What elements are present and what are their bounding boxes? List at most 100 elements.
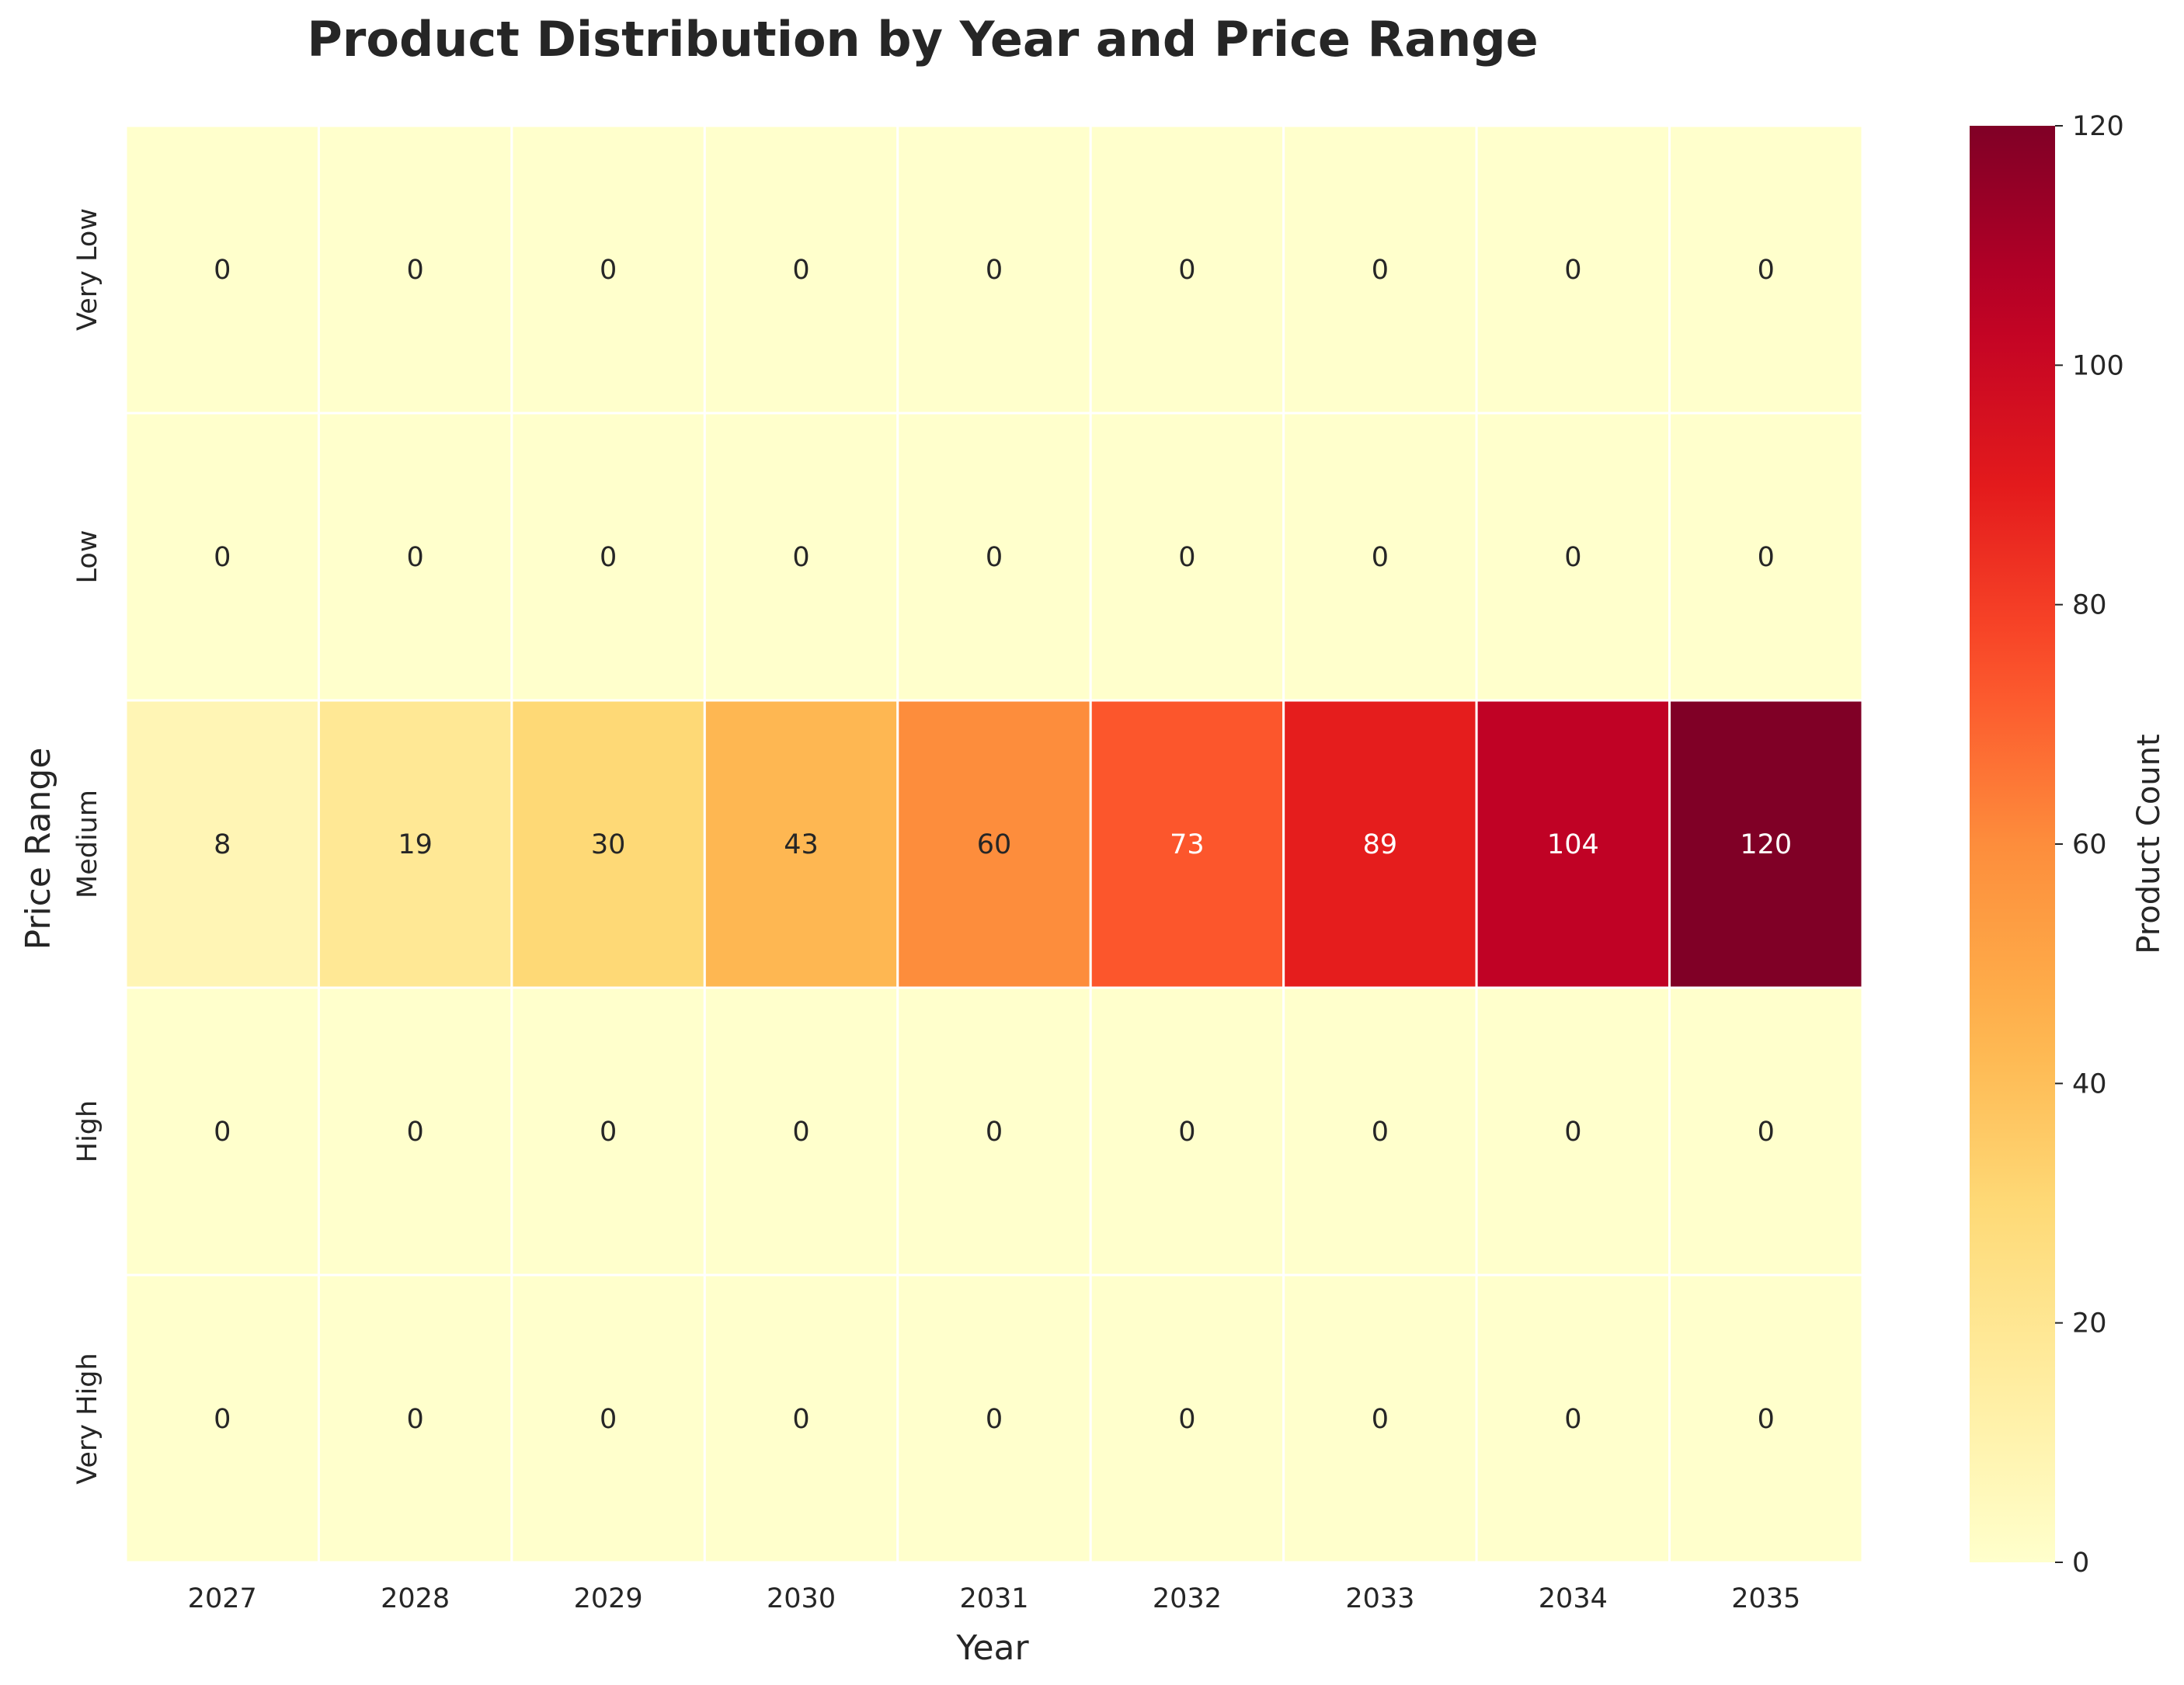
- colorbar-tick-label: 20: [2072, 1308, 2107, 1339]
- heatmap-cell: [317, 699, 513, 989]
- cell-value-label: 0: [1372, 542, 1389, 573]
- cell-value-label: 0: [1758, 1117, 1775, 1148]
- heatmap-cell: [124, 124, 320, 415]
- cell-value-label: 0: [214, 1117, 231, 1148]
- heatmap-cell: [703, 412, 899, 702]
- cell-value-label: 0: [407, 1404, 424, 1435]
- y-tick-label: Very Low: [72, 208, 103, 331]
- cell-value-label: 0: [1564, 1117, 1581, 1148]
- y-tick-label: Medium: [72, 790, 103, 898]
- colorbar-tick-label: 60: [2072, 829, 2107, 860]
- cell-value-label: 0: [407, 1117, 424, 1148]
- cell-value-label: 60: [977, 829, 1012, 860]
- cell-value-label: 0: [986, 255, 1003, 286]
- heatmap-cell: [317, 1273, 513, 1564]
- x-tick-label: 2035: [1731, 1583, 1800, 1614]
- cell-value-label: 0: [1564, 542, 1581, 573]
- cell-value-label: 120: [1740, 829, 1792, 860]
- heatmap-cell: [1282, 699, 1478, 989]
- heatmap-cell: [896, 412, 1092, 702]
- heatmap-cell: [1668, 986, 1864, 1277]
- x-tick-label: 2032: [1153, 1583, 1222, 1614]
- cell-value-label: 0: [1758, 255, 1775, 286]
- cell-value-label: 0: [792, 1117, 809, 1148]
- heatmap-cell: [124, 412, 320, 702]
- x-tick-label: 2031: [959, 1583, 1028, 1614]
- colorbar-tick-label: 120: [2072, 111, 2124, 142]
- heatmap-cell: [510, 1273, 706, 1564]
- cell-value-label: 0: [600, 1117, 617, 1148]
- cell-value-label: 0: [1178, 255, 1195, 286]
- cell-value-label: 0: [600, 255, 617, 286]
- cell-value-label: 0: [407, 542, 424, 573]
- y-axis-ticks: Very Low Low Medium High Very High: [72, 208, 103, 1485]
- colorbar-ticks: 0 20 40 60 80 100 120: [2055, 111, 2124, 1579]
- cell-value-label: 0: [1564, 1404, 1581, 1435]
- cell-value-label: 0: [986, 1117, 1003, 1148]
- y-axis-label: Price Range: [19, 748, 58, 950]
- heatmap-cell: [1668, 1273, 1864, 1564]
- colorbar-label: Product Count: [2131, 734, 2167, 954]
- colorbar-tick-label: 80: [2072, 590, 2107, 621]
- heatmap-cell: [896, 699, 1092, 989]
- heatmap-cell: [124, 1273, 320, 1564]
- x-tick-label: 2027: [188, 1583, 257, 1614]
- cell-value-label: 0: [792, 255, 809, 286]
- heatmap-cell: [896, 1273, 1092, 1564]
- heatmap-cell: [896, 124, 1092, 415]
- cell-value-label: 0: [214, 255, 231, 286]
- cell-value-label: 0: [792, 542, 809, 573]
- cell-value-label: 0: [1372, 1404, 1389, 1435]
- colorbar-tick-label: 100: [2072, 350, 2124, 381]
- heatmap-cell: [1089, 1273, 1285, 1564]
- x-axis-ticks: 2027 2028 2029 2030 2031 2032 2033 2034 2035: [188, 1583, 1801, 1614]
- cell-value-label: 8: [214, 829, 231, 860]
- y-tick-label: Low: [72, 530, 103, 584]
- x-tick-label: 2029: [574, 1583, 643, 1614]
- cell-value-label: 0: [214, 542, 231, 573]
- heatmap-cell: [1282, 1273, 1478, 1564]
- cell-value-label: 89: [1363, 829, 1398, 860]
- heatmap-cell: [317, 986, 513, 1277]
- heatmap-cell: [510, 699, 706, 989]
- heatmap-cell: [703, 699, 899, 989]
- y-tick-label: Very High: [72, 1353, 103, 1484]
- heatmap-cell: [510, 124, 706, 415]
- heatmap-cell: [1282, 412, 1478, 702]
- y-tick-label: High: [72, 1100, 103, 1162]
- heatmap-cell: [703, 124, 899, 415]
- cell-value-label: 0: [1758, 1404, 1775, 1435]
- cell-value-label: 0: [1178, 542, 1195, 573]
- cell-value-label: 0: [986, 1404, 1003, 1435]
- colorbar: [1970, 126, 2055, 1562]
- x-tick-label: 2034: [1539, 1583, 1608, 1614]
- x-tick-label: 2028: [381, 1583, 450, 1614]
- heatmap-cell: [703, 1273, 899, 1564]
- cell-value-label: 0: [1564, 255, 1581, 286]
- heatmap-cell: [1668, 699, 1864, 989]
- heatmap-cell: [1089, 124, 1285, 415]
- heatmap-cell: [1475, 124, 1671, 415]
- cell-value-label: 0: [1372, 255, 1389, 286]
- heatmap-cell: [124, 699, 320, 989]
- heatmap-cell: [317, 124, 513, 415]
- cell-value-label: 0: [600, 1404, 617, 1435]
- cell-value-label: 0: [1178, 1404, 1195, 1435]
- cell-value-label: 0: [214, 1404, 231, 1435]
- heatmap-cell: [703, 986, 899, 1277]
- cell-value-label: 0: [792, 1404, 809, 1435]
- chart-title: Product Distribution by Year and Price R…: [307, 11, 1538, 68]
- heatmap-cell: [124, 986, 320, 1277]
- cell-value-label: 30: [591, 829, 626, 860]
- heatmap-cell: [1089, 412, 1285, 702]
- heatmap-cell: [1475, 986, 1671, 1277]
- x-axis-label: Year: [955, 1628, 1029, 1668]
- heatmap-cell: [510, 412, 706, 702]
- cell-value-label: 0: [1178, 1117, 1195, 1148]
- cell-value-label: 0: [1758, 542, 1775, 573]
- heatmap-cell-labels: 0 0 0 0 0 0 0 0 0 0 0 0 0 0 0 0 0 0 8 19 30 43 60 73 89 104 120 0 0 0…: [214, 255, 1792, 1435]
- heatmap-cell: [1475, 412, 1671, 702]
- cell-value-label: 0: [1372, 1117, 1389, 1148]
- colorbar-tick-label: 40: [2072, 1068, 2107, 1100]
